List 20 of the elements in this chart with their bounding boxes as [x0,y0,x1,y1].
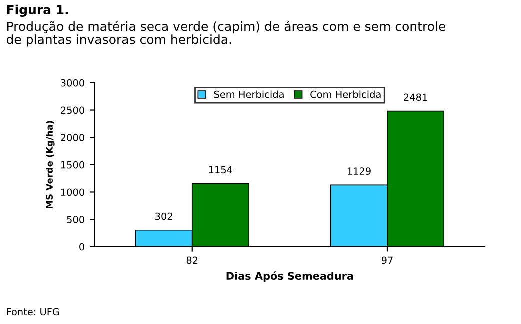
y-tick-label: 1500 [61,161,84,169]
y-tick-label: 3000 [61,79,84,87]
legend-label: Sem Herbicida [214,90,284,98]
source-note: Fonte: UFG [7,308,60,316]
data-label: 302 [156,212,172,220]
y-tick-label: 0 [80,243,84,251]
chart-title: Figura 1. [7,4,68,18]
y-tick-label: 500 [67,216,84,224]
y-tick-label: 1000 [61,188,84,196]
data-label: 1129 [348,168,371,175]
x-tick-label: 82 [186,256,198,264]
x-tick-label: 97 [382,256,393,264]
data-label: 2481 [404,94,428,102]
y-tick-label: 2500 [61,106,84,114]
x-axis-title: Dias Após Semeadura [226,272,354,282]
data-label: 1154 [209,166,232,174]
legend-label: Com Herbicida [310,90,381,98]
y-axis-title: MS Verde (Kg/ha) [46,121,55,209]
y-tick-label: 2000 [61,134,84,142]
chart-subtitle: Produção de matéria seca verde (capim) de áreas com e sem controle de plantas invasoras com herbicida. [6,21,446,47]
